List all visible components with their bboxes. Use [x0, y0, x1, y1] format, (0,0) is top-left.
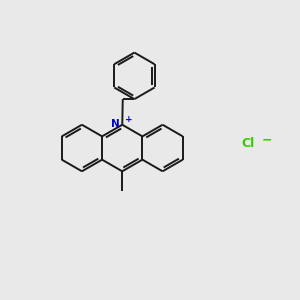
Text: N: N — [111, 119, 120, 129]
Text: Cl: Cl — [241, 136, 254, 150]
Text: +: + — [125, 115, 132, 124]
Text: −: − — [262, 134, 272, 147]
